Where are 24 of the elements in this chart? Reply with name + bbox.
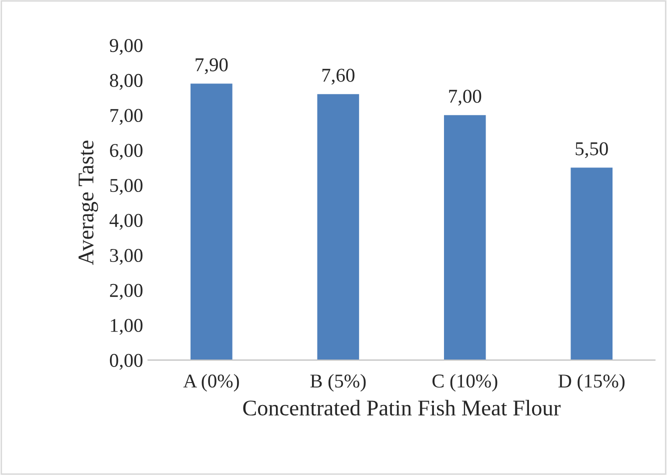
y-axis-title: Average Taste — [78, 140, 98, 266]
bar — [190, 84, 232, 360]
y-tick-label: 8,00 — [110, 74, 142, 90]
y-tick-label: 3,00 — [110, 248, 142, 265]
x-tick-label: D (15%) — [558, 374, 625, 392]
y-tick-label: 9,00 — [110, 38, 142, 55]
x-tick-label: C (10%) — [432, 374, 498, 392]
y-tick-label: 4,00 — [110, 214, 142, 230]
y-tick-label: 5,00 — [110, 178, 142, 195]
x-axis-title: Concentrated Patin Fish Meat Flour — [243, 400, 561, 416]
bar — [444, 115, 486, 360]
y-tick-label: 6,00 — [110, 144, 142, 160]
y-tick-label: 2,00 — [110, 284, 142, 300]
bar — [317, 94, 360, 360]
data-label: 7,00 — [449, 90, 482, 106]
y-tick-label: 1,00 — [110, 318, 142, 335]
data-label: 7,90 — [196, 58, 228, 74]
y-tick-label: 7,00 — [110, 108, 142, 125]
data-label: 7,60 — [322, 68, 354, 85]
x-tick-label: A (0%) — [183, 374, 239, 392]
data-label: 5,50 — [576, 142, 608, 158]
y-tick-label: 0,00 — [110, 354, 142, 370]
x-tick-label: B (5%) — [310, 374, 366, 392]
bar — [570, 168, 613, 360]
